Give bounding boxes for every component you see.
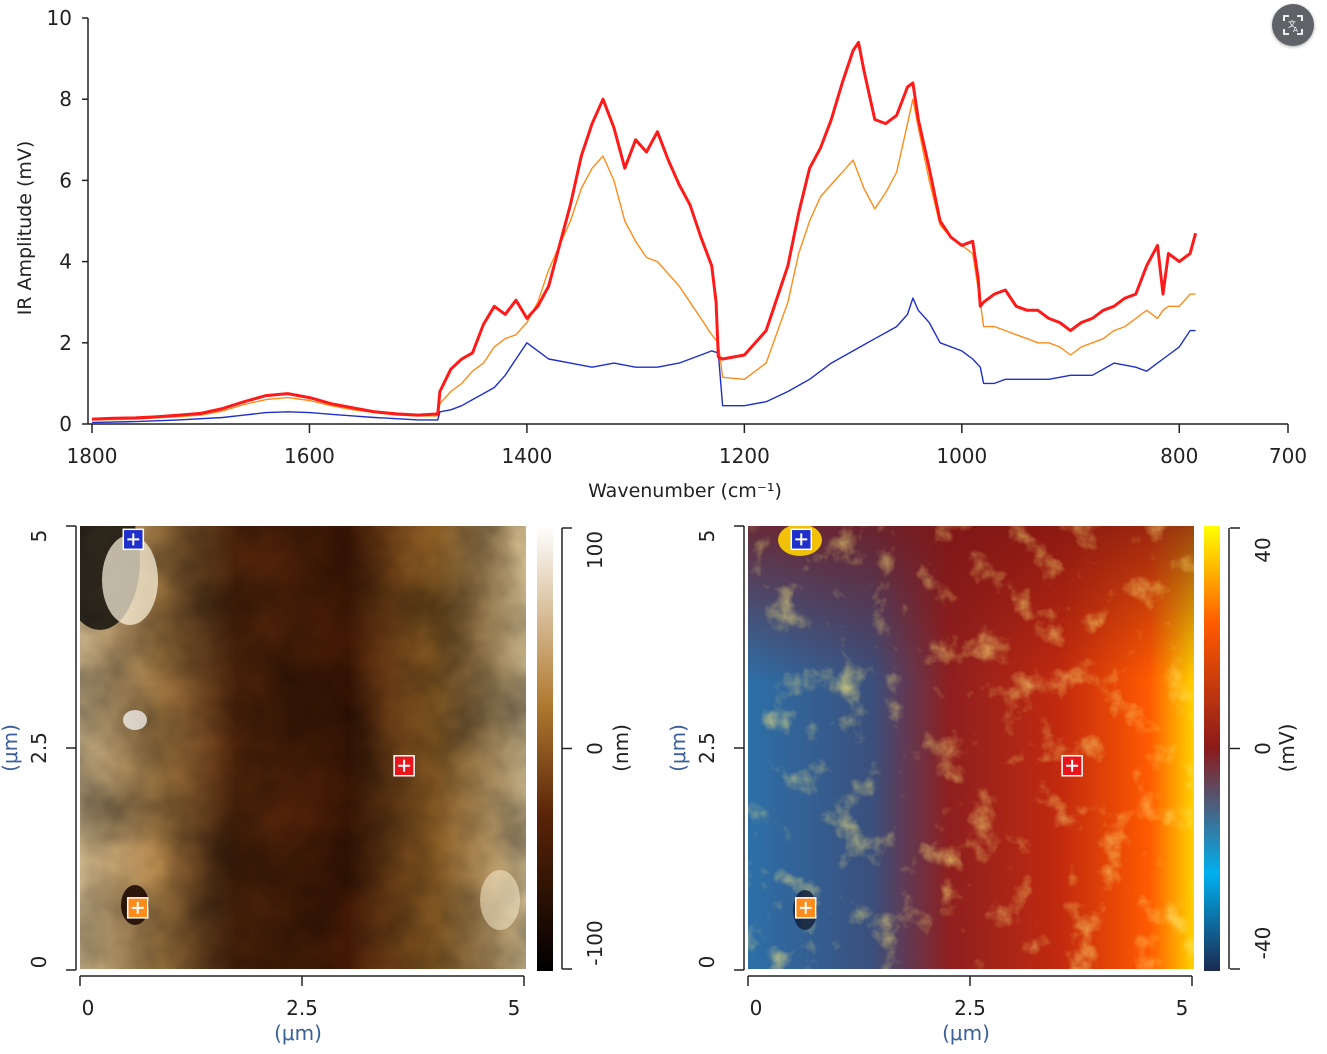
colorbar-tick-label: 100 [583,531,607,569]
y-ticks: 0 2 4 6 8 10 [47,6,88,436]
map-y-tick-label: 5 [695,530,719,543]
location-marker [790,528,813,551]
colorbar-tick-label: -100 [583,920,607,965]
location-marker [393,755,415,777]
y-tick-label: 10 [47,6,72,30]
map-x-tick-label: 2.5 [286,996,318,1020]
y-tick-label: 0 [59,412,72,436]
colorbar-tick-label: 0 [1251,742,1275,755]
ir-amplitude-map: 0 2.5 5 0 2.5 5 (μm) (μm) 40 0 -40 (mV) [666,525,1299,1045]
map-x-tick-label: 0 [82,996,95,1020]
svg-text:A: A [1293,26,1298,34]
y-tick-label: 8 [59,87,72,111]
ir-colorbar-ticks: 40 0 -40 [1230,527,1275,970]
spectrum-plot: 0 2 4 6 8 10 1800 1600 1400 1200 1000 800 700 IR Am… [14,6,1307,502]
topo-axis-ticks: 0 2.5 5 0 2.5 5 [27,525,525,1020]
svg-text:文: 文 [1288,19,1296,29]
colorbar-tick-label: 40 [1251,537,1275,562]
topography-map: 0 2.5 5 0 2.5 5 (μm) (μm) 100 0 -100 (nm) [0,525,633,1045]
spectrum-series [91,40,1198,424]
ir-colorbar [1204,526,1220,971]
colorbar-tick-label: -40 [1251,927,1275,960]
topo-x-axis-label: (μm) [274,1021,322,1045]
y-tick-label: 6 [59,168,72,192]
translate-button[interactable]: 文 A [1272,4,1314,46]
map-y-tick-label: 0 [27,956,51,969]
x-tick-label: 1200 [719,444,770,468]
map-y-tick-label: 2.5 [27,732,51,764]
ir-markers [790,528,1083,919]
map-x-tick-label: 2.5 [954,996,986,1020]
x-ticks: 1800 1600 1400 1200 1000 800 700 [67,424,1307,468]
y-axis-label: IR Amplitude (mV) [14,141,36,316]
x-axis-label: Wavenumber (cm⁻¹) [588,480,782,502]
ir-axis-ticks: 0 2.5 5 0 2.5 5 [695,525,1193,1020]
map-x-tick-label: 5 [508,996,521,1020]
location-marker [126,897,149,919]
ir-colorbar-label: (mV) [1275,724,1299,773]
ir-y-axis-label: (μm) [666,724,690,772]
location-marker [122,528,145,551]
series-red-line [91,40,1198,421]
x-tick-label: 1800 [67,444,118,468]
map-x-tick-label: 5 [1176,996,1189,1020]
x-tick-label: 800 [1160,444,1198,468]
series-blue-line [91,297,1196,424]
y-tick-label: 4 [59,250,72,274]
map-y-tick-label: 5 [27,530,51,543]
topo-colorbar-label: (nm) [609,724,633,772]
x-tick-label: 1400 [501,444,552,468]
topo-y-axis-label: (μm) [0,724,22,772]
location-marker [794,897,817,919]
ir-x-axis-label: (μm) [942,1021,990,1045]
topo-markers [122,528,415,919]
map-y-tick-label: 2.5 [695,732,719,764]
colorbar-tick-label: 0 [583,742,607,755]
topo-colorbar-ticks: 100 0 -100 [562,527,607,970]
x-tick-label: 1000 [936,444,987,468]
x-tick-label: 1600 [284,444,335,468]
y-tick-label: 2 [59,331,72,355]
x-tick-label: 700 [1269,444,1307,468]
location-marker [1061,755,1083,777]
topo-colorbar [537,526,553,971]
map-y-tick-label: 0 [695,956,719,969]
translate-icon: 文 A [1283,15,1303,35]
map-x-tick-label: 0 [750,996,763,1020]
